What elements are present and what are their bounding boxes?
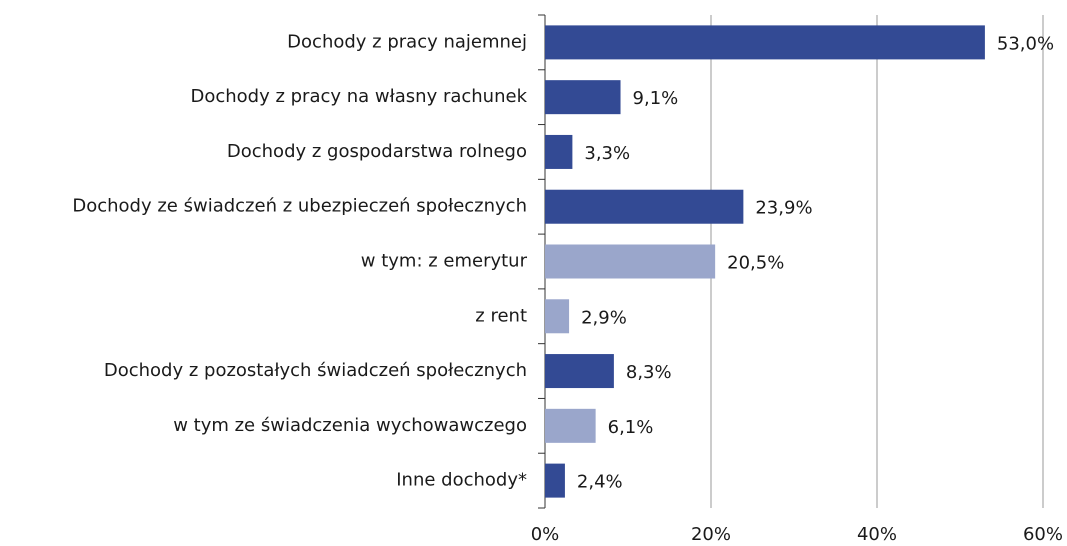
value-label: 23,9% (755, 198, 812, 219)
bar (545, 463, 565, 498)
bar (545, 25, 985, 60)
bar (545, 299, 570, 334)
value-label: 3,3% (584, 143, 630, 164)
value-label: 9,1% (633, 88, 679, 109)
bar (545, 244, 716, 279)
value-label: 2,9% (581, 307, 627, 328)
value-label: 2,4% (577, 472, 623, 493)
x-tick-label: 0% (531, 524, 560, 545)
value-label: 8,3% (626, 362, 672, 383)
y-tick-label: w tym ze świadczenia wychowawczego (173, 415, 527, 436)
x-tick-label: 20% (691, 524, 731, 545)
value-label: 20,5% (727, 253, 784, 274)
value-label: 6,1% (608, 417, 654, 438)
x-tick-label: 60% (1023, 524, 1063, 545)
y-tick-label: Dochody z pracy na własny rachunek (190, 86, 527, 107)
x-tick-label: 40% (857, 524, 897, 545)
bar (545, 80, 621, 115)
value-label: 53,0% (997, 33, 1054, 54)
y-tick-label: Dochody ze świadczeń z ubezpieczeń społe… (72, 196, 527, 217)
y-tick-label: Inne dochody* (396, 470, 527, 491)
bar (545, 189, 744, 224)
y-tick-label: Dochody z pozostałych świadczeń społeczn… (104, 360, 527, 381)
y-tick-label: Dochody z pracy najemnej (287, 31, 527, 52)
y-tick-label: w tym: z emerytur (361, 251, 528, 272)
bar (545, 134, 573, 169)
y-tick-label: z rent (475, 305, 527, 326)
bar (545, 354, 614, 389)
y-tick-label: Dochody z gospodarstwa rolnego (227, 141, 527, 162)
bar (545, 408, 596, 443)
